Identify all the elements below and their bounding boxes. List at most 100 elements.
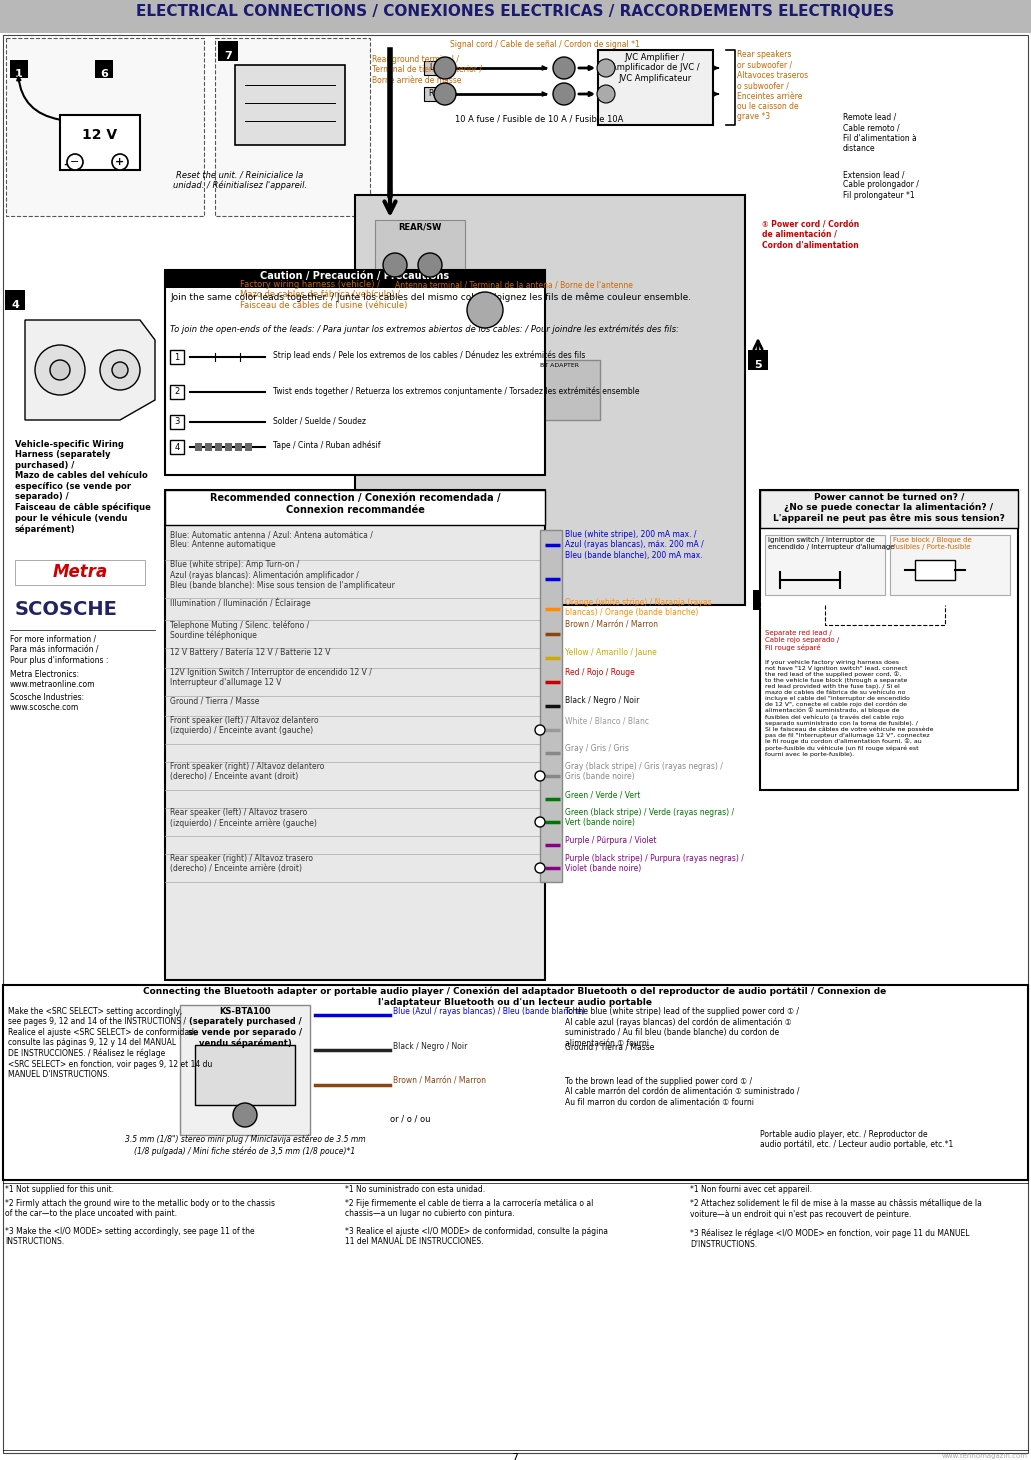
Text: To the brown lead of the supplied power cord ① /
Al cable marrón del cordón de a: To the brown lead of the supplied power …	[565, 1077, 799, 1107]
Text: KS-BTA100
(separately purchased /
se vende por separado /
vendu séparément): KS-BTA100 (separately purchased / se ven…	[188, 1007, 302, 1048]
Text: Signal cord / Cable de señal / Cordon de signal *1: Signal cord / Cable de señal / Cordon de…	[450, 39, 640, 50]
Bar	[235, 66, 345, 145]
Text: Metra: Metra	[53, 564, 107, 581]
Bar	[245, 442, 252, 451]
Text: Black / Negro / Noir: Black / Negro / Noir	[393, 1042, 467, 1051]
Circle shape	[418, 253, 442, 277]
Bar	[358, 292, 378, 312]
Circle shape	[597, 85, 616, 104]
Circle shape	[67, 153, 84, 169]
Text: L: L	[429, 63, 433, 73]
Text: *2 Firmly attach the ground wire to the metallic body or to the chassis
of the c: *2 Firmly attach the ground wire to the …	[5, 1199, 275, 1219]
Text: Front speaker (right) / Altavoz delantero
(derecho) / Enceinte avant (droit): Front speaker (right) / Altavoz delanter…	[170, 762, 325, 781]
Text: +: +	[537, 819, 543, 825]
Text: Front speaker (left) / Altavoz delantero
(izquierdo) / Enceinte avant (gauche): Front speaker (left) / Altavoz delantero…	[170, 715, 319, 736]
Text: Purple (black stripe) / Purpura (rayas negras) /
Violet (bande noire): Purple (black stripe) / Purpura (rayas n…	[565, 854, 744, 873]
Text: 1: 1	[15, 69, 23, 79]
Text: L: L	[561, 63, 567, 73]
Text: BT ADAPTER: BT ADAPTER	[540, 364, 579, 368]
Text: Scosche Industries:
www.scosche.com: Scosche Industries: www.scosche.com	[10, 694, 85, 712]
Text: JVC Amplifier /
Amplificador de JVC /
JVC Amplificateur: JVC Amplifier / Amplificador de JVC / JV…	[610, 53, 699, 83]
Text: Rear speaker (left) / Altavoz trasero
(izquierdo) / Enceinte arrière (gauche): Rear speaker (left) / Altavoz trasero (i…	[170, 807, 317, 828]
Circle shape	[233, 1102, 257, 1127]
Bar	[165, 270, 545, 288]
Bar	[760, 491, 1018, 790]
Bar	[205, 442, 212, 451]
Text: Fuse block / Bloque de
fusibles / Porte-fusible: Fuse block / Bloque de fusibles / Porte-…	[893, 537, 972, 550]
Bar	[170, 439, 184, 454]
Text: Blue: Automatic antenna / Azul: Antena automática /
Bleu: Antenne automatique: Blue: Automatic antenna / Azul: Antena a…	[170, 530, 373, 549]
Text: 4: 4	[11, 299, 19, 310]
Text: Remote lead /
Cable remoto /
Fil d'alimentation à
distance: Remote lead / Cable remoto / Fil d'alime…	[843, 112, 917, 153]
Bar	[753, 590, 773, 610]
Bar	[520, 361, 600, 420]
Text: —: —	[64, 155, 80, 172]
Bar	[218, 41, 238, 61]
Text: *1 Non fourni avec cet appareil.: *1 Non fourni avec cet appareil.	[690, 1186, 812, 1194]
Bar	[424, 88, 438, 101]
Circle shape	[535, 771, 545, 781]
Bar	[195, 1045, 295, 1105]
Text: Separate red lead /
Cable rojo separado /
Fil rouge séparé: Separate red lead / Cable rojo separado …	[765, 631, 839, 651]
Bar	[540, 530, 562, 882]
Bar	[195, 442, 202, 451]
Text: Green / Verde / Vert: Green / Verde / Vert	[565, 790, 640, 799]
Text: ELECTRICAL CONNECTIONS / CONEXIONES ELECTRICAS / RACCORDEMENTS ELECTRIQUES: ELECTRICAL CONNECTIONS / CONEXIONES ELEC…	[136, 4, 894, 19]
Text: 12 V: 12 V	[82, 128, 118, 142]
Bar	[598, 50, 713, 126]
Text: *3 Realice el ajuste <I/O MODE> de conformidad, consulte la página
11 del MANUAL: *3 Realice el ajuste <I/O MODE> de confo…	[345, 1226, 608, 1247]
Text: Rear speaker (right) / Altavoz trasero
(derecho) / Enceinte arrière (droit): Rear speaker (right) / Altavoz trasero (…	[170, 854, 313, 873]
Text: 3: 3	[364, 302, 372, 312]
Circle shape	[535, 818, 545, 826]
Bar	[165, 491, 545, 980]
Text: Caution / Precaución / Précautions: Caution / Precaución / Précautions	[261, 272, 450, 280]
Text: R: R	[560, 89, 568, 99]
Text: To the blue (white stripe) lead of the supplied power cord ① /
Al cable azul (ra: To the blue (white stripe) lead of the s…	[565, 1007, 799, 1048]
Text: 2: 2	[759, 600, 767, 610]
Text: Extension lead /
Cable prolongador /
Fil prolongateur *1: Extension lead / Cable prolongador / Fil…	[843, 169, 919, 200]
Text: For more information /
Para más información /
Pour plus d'informations :: For more information / Para más informac…	[10, 635, 108, 664]
Bar	[5, 291, 25, 310]
Bar	[460, 285, 510, 334]
Text: Make the <SRC SELECT> setting accordingly,
see pages 9, 12 and 14 of the INSTRUC: Make the <SRC SELECT> setting accordingl…	[8, 1007, 212, 1079]
Text: Strip lead ends / Pele los extremos de los cables / Dénudez les extrémités des f: Strip lead ends / Pele los extremos de l…	[273, 350, 586, 361]
Text: Portable audio player, etc. / Reproductor de
audio portátil, etc. / Lecteur audi: Portable audio player, etc. / Reproducto…	[760, 1130, 954, 1149]
Bar	[765, 534, 885, 596]
Circle shape	[535, 726, 545, 734]
Text: Vehicle-specific Wiring
Harness (separately
purchased) /
Mazo de cables del vehí: Vehicle-specific Wiring Harness (separat…	[15, 439, 151, 534]
Bar	[914, 561, 955, 580]
Text: *2 Attachez solidement le fil de mise à la masse au châssis métallique de la
voi: *2 Attachez solidement le fil de mise à …	[690, 1199, 982, 1219]
Text: 7: 7	[511, 1453, 519, 1460]
Text: SCOSCHE: SCOSCHE	[15, 600, 118, 619]
Circle shape	[270, 110, 300, 140]
Text: Purple / Púrpura / Violet: Purple / Púrpura / Violet	[565, 837, 657, 845]
Text: Twist ends together / Retuerza los extremos conjuntamente / Torsadez les extrémi: Twist ends together / Retuerza los extre…	[273, 385, 639, 396]
Circle shape	[434, 83, 456, 105]
Bar	[95, 60, 113, 77]
Bar	[170, 415, 184, 429]
Text: Join the same color leads together. / Junte los cables del mismo color. / Joigne: Join the same color leads together. / Ju…	[170, 292, 691, 302]
Text: Rear speakers
or subwoofer /
Altavoces traseros
o subwoofer /
Enceintes arrière
: Rear speakers or subwoofer / Altavoces t…	[737, 50, 808, 121]
Text: Connecting the Bluetooth adapter or portable audio player / Conexión del adaptad: Connecting the Bluetooth adapter or port…	[143, 987, 887, 1007]
Text: Ground / Tierra / Masse: Ground / Tierra / Masse	[170, 696, 260, 705]
Text: Blue (white stripe), 200 mA max. /
Azul (rayas blancas), máx. 200 mA /
Bleu (ban: Blue (white stripe), 200 mA max. / Azul …	[565, 530, 704, 559]
Bar	[235, 442, 242, 451]
Text: 7: 7	[224, 51, 232, 61]
Text: Gray (black stripe) / Gris (rayas negras) /
Gris (bande noire): Gray (black stripe) / Gris (rayas negras…	[565, 762, 723, 781]
Bar	[180, 1004, 310, 1134]
Text: Recommended connection / Conexión recomendada /
Connexion recommandée: Recommended connection / Conexión recome…	[209, 493, 500, 514]
Circle shape	[100, 350, 140, 390]
Bar	[215, 442, 222, 451]
Text: Antenna terminal / Terminal de la antena / Borne de l'antenne: Antenna terminal / Terminal de la antena…	[395, 280, 633, 289]
Text: +: +	[537, 772, 543, 780]
Text: 2: 2	[174, 387, 179, 397]
Bar	[170, 350, 184, 364]
Circle shape	[49, 361, 70, 380]
Circle shape	[35, 345, 85, 396]
Text: Ignition switch / Interruptor de
encendido / Interrupteur d'allumage: Ignition switch / Interruptor de encendi…	[768, 537, 895, 550]
Bar	[890, 534, 1010, 596]
Text: +: +	[537, 727, 543, 733]
Circle shape	[434, 57, 456, 79]
Text: 3.5 mm (1/8") stereo mini plug / Miniclavija estéreo de 3.5 mm
(1/8 pulgada) / M: 3.5 mm (1/8") stereo mini plug / Minicla…	[125, 1134, 365, 1155]
Text: ① Power cord / Cordón
de alimentación /
Cordon d'alimentation: ① Power cord / Cordón de alimentación / …	[762, 220, 859, 250]
